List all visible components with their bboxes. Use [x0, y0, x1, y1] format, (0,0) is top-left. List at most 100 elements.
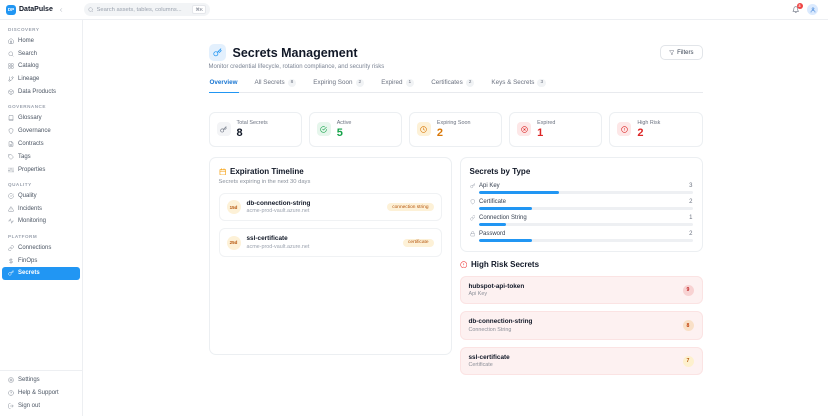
stat-card-high-risk: High Risk 2 — [609, 111, 703, 147]
sidebar-item-finops[interactable]: FinOps — [0, 254, 82, 267]
secret-type: Connection String — [468, 326, 512, 333]
search-icon — [8, 51, 14, 57]
sidebar-item-monitoring[interactable]: Monitoring — [0, 215, 82, 228]
sidebar-item-glossary[interactable]: Glossary — [0, 112, 82, 125]
type-bar-fill — [479, 207, 533, 211]
stat-label: Total Secrets — [236, 119, 268, 126]
sidebar-item-label: FinOps — [18, 257, 38, 264]
shield-icon — [470, 199, 476, 205]
app-name: DataPulse — [19, 6, 53, 13]
tab-expired[interactable]: Expired 1 — [380, 79, 415, 93]
sidebar-item-label: Tags — [18, 153, 31, 160]
sidebar-item-label: Home — [18, 37, 35, 44]
stat-card-expiring-soon: Expiring Soon 2 — [408, 111, 503, 147]
sidebar-item-governance[interactable]: Governance — [0, 125, 82, 138]
sidebar-item-connections[interactable]: Connections — [0, 241, 82, 254]
stat-value: 2 — [436, 126, 444, 139]
high-risk-secret-row[interactable]: db-connection-string Connection String 8 — [459, 311, 703, 340]
risk-score-badge: 9 — [682, 284, 694, 296]
stat-card-expired: Expired 1 — [509, 111, 603, 147]
user-icon — [810, 7, 816, 13]
tab-label: Keys & Secrets — [491, 79, 535, 87]
stat-value: 1 — [537, 126, 544, 139]
tab-expiring-soon[interactable]: Expiring Soon 2 — [312, 79, 365, 93]
sidebar-item-tags[interactable]: Tags — [0, 150, 82, 163]
type-row-password: Password 2 — [470, 231, 693, 243]
calendar-icon — [219, 168, 227, 176]
type-label: Connection String — [479, 214, 527, 221]
high-risk-section: High Risk Secrets hubspot-api-token Api … — [459, 260, 703, 376]
tab-bar: Overview All Secrets 8 Expiring Soon 2 Exp… — [208, 79, 703, 93]
secret-name: db-connection-string — [246, 199, 311, 207]
activity-icon — [8, 218, 14, 224]
gear-icon — [8, 377, 14, 383]
tab-count-badge: 2 — [355, 79, 365, 87]
sidebar-item-help-support[interactable]: Help & Support — [0, 386, 82, 399]
type-bar-track — [479, 207, 693, 211]
sidebar-item-sign-out[interactable]: Sign out — [0, 399, 82, 412]
sidebar-item-label: Settings — [18, 377, 40, 383]
sidebar-item-label: Sign out — [18, 402, 41, 409]
sidebar-item-settings[interactable]: Settings — [0, 374, 82, 387]
dollar-icon — [8, 258, 14, 264]
topbar: DP DataPulse ⌘K 3 — [0, 0, 828, 20]
sidebar-item-label: Catalog — [18, 63, 39, 70]
type-bar-track — [479, 239, 693, 243]
search-input[interactable] — [96, 6, 190, 13]
secret-type-tag: connection string — [387, 203, 434, 212]
sidebar-collapse-icon[interactable] — [58, 7, 64, 13]
avatar[interactable] — [807, 4, 818, 15]
sidebar-section-platform: PLATFORM — [8, 233, 38, 239]
lock-icon — [470, 231, 476, 237]
stat-cards: Total Secrets 8 Active 5 Expiring Soon 2 Ex… — [208, 111, 703, 147]
expiring-secret-row[interactable]: 15d db-connection-string acme-prod-vault… — [218, 192, 442, 222]
vault-host: acme-prod-vault.azure.net — [246, 208, 310, 215]
expiring-secret-row[interactable]: 25d ssl-certificate acme-prod-vault.azur… — [218, 228, 442, 257]
type-label: Certificate — [479, 198, 507, 205]
global-search[interactable]: ⌘K — [84, 3, 210, 16]
sidebar-item-contracts[interactable]: Contracts — [0, 138, 82, 151]
tab-count-badge: 3 — [537, 79, 547, 87]
type-count: 1 — [689, 214, 693, 221]
key-icon — [216, 122, 231, 137]
link-icon — [470, 215, 476, 221]
type-row-certificate: Certificate 2 — [470, 199, 693, 211]
sidebar-item-catalog[interactable]: Catalog — [0, 60, 82, 73]
sidebar-item-secrets[interactable]: Secrets — [2, 266, 80, 280]
sidebar-item-search[interactable]: Search — [0, 47, 82, 60]
tab-certificates[interactable]: Certificates 2 — [430, 79, 475, 93]
stat-label: Expiring Soon — [436, 119, 471, 126]
sidebar-item-quality[interactable]: Quality — [0, 189, 82, 202]
clock-icon — [416, 122, 431, 137]
tab-label: All Secrets — [254, 79, 285, 87]
sidebar-item-incidents[interactable]: Incidents — [0, 202, 82, 215]
notifications-button[interactable]: 3 — [792, 2, 803, 14]
sidebar-item-properties[interactable]: Properties — [0, 163, 82, 176]
sidebar-item-data-products[interactable]: Data Products — [0, 86, 82, 99]
type-row-api-key: Api Key 3 — [470, 183, 693, 195]
type-bar-fill — [479, 223, 506, 227]
tab-label: Overview — [209, 79, 238, 87]
tab-all-secrets[interactable]: All Secrets 8 — [254, 79, 298, 93]
alert-circle-icon — [617, 122, 632, 137]
help-circle-icon — [8, 390, 14, 396]
sidebar-item-label: Help & Support — [18, 389, 59, 396]
secret-type: Api Key — [468, 291, 488, 298]
sidebar-item-label: Governance — [18, 128, 51, 135]
page-header: Secrets Management Filters — [208, 44, 703, 61]
high-risk-secret-row[interactable]: hubspot-api-token Api Key 9 — [459, 275, 703, 305]
timeline-title: Expiration Timeline — [230, 166, 304, 176]
tab-count-badge: 8 — [287, 79, 297, 87]
tab-keys-secrets[interactable]: Keys & Secrets 3 — [490, 79, 547, 93]
sidebar-item-lineage[interactable]: Lineage — [0, 73, 82, 86]
vault-host: acme-prod-vault.azure.net — [246, 243, 310, 250]
sidebar-item-label: Glossary — [18, 115, 42, 122]
alert-triangle-icon — [8, 206, 14, 212]
sidebar-item-label: Secrets — [18, 270, 40, 277]
alert-circle-icon — [460, 261, 468, 269]
high-risk-secret-row[interactable]: ssl-certificate Certificate 7 — [459, 346, 703, 376]
filters-button[interactable]: Filters — [659, 45, 703, 60]
file-icon — [8, 141, 14, 147]
sidebar-item-home[interactable]: Home — [0, 35, 82, 48]
tab-overview[interactable]: Overview — [208, 79, 239, 93]
